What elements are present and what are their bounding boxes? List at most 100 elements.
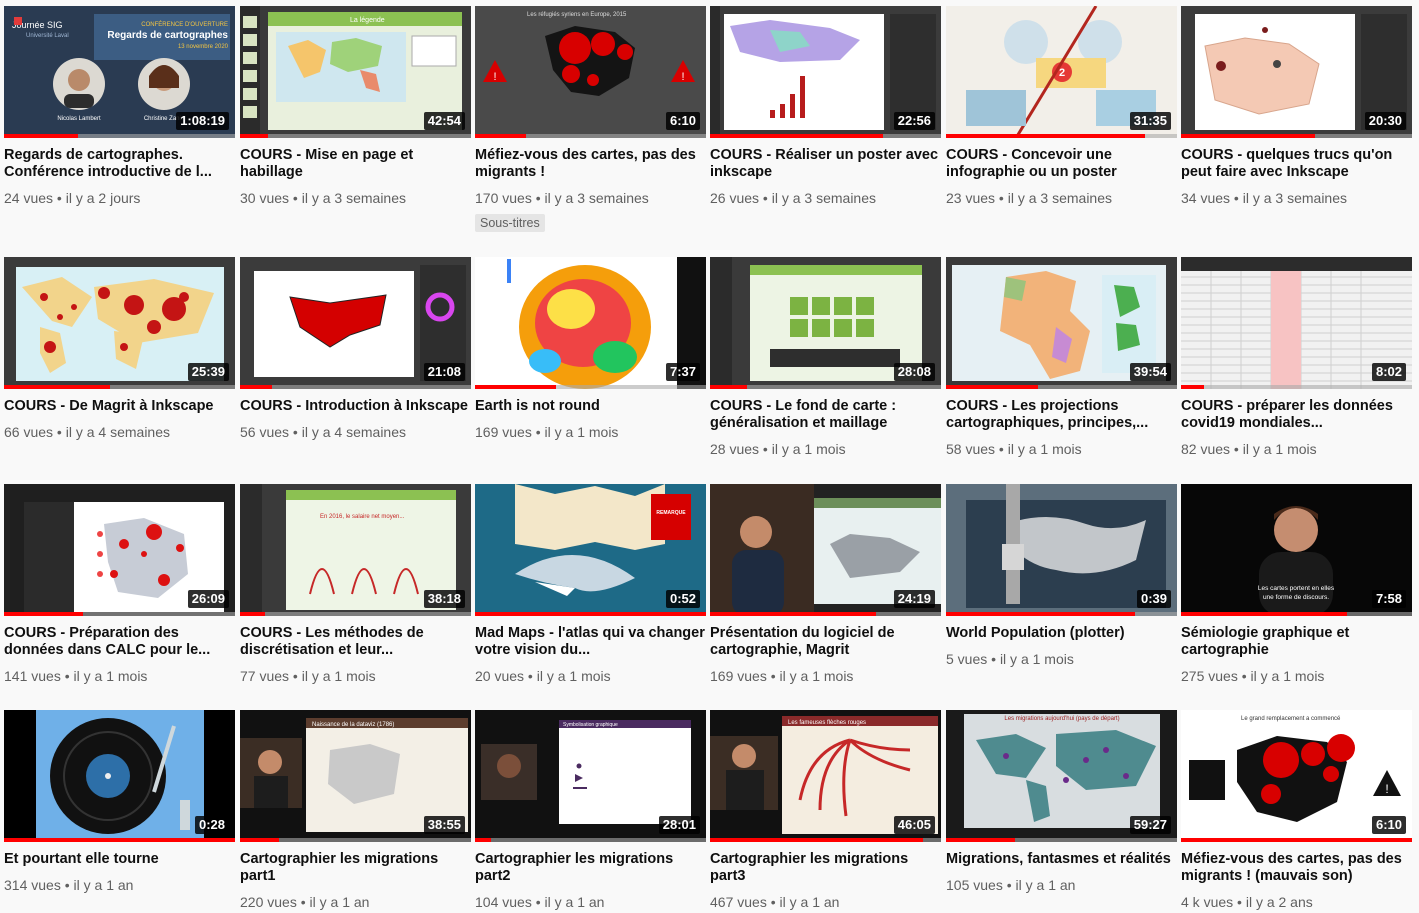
- video-title[interactable]: Cartographier les migrations part2: [475, 851, 674, 884]
- video-title[interactable]: COURS - De Magrit à Inkscape: [4, 398, 214, 414]
- video-title[interactable]: COURS - quelques trucs qu'on peut faire …: [1181, 147, 1393, 180]
- video-card[interactable]: 28:08 COURS - Le fond de carte : générali…: [710, 257, 941, 457]
- video-thumbnail[interactable]: Le grand remplacement a commencé ! 6:10: [1181, 710, 1412, 842]
- video-card[interactable]: Les migrations aujourd'hui (pays de dépa…: [946, 710, 1177, 893]
- video-thumbnail[interactable]: La légende 42:54: [240, 6, 471, 138]
- video-title[interactable]: COURS - Les méthodes de discrétisation e…: [240, 625, 424, 658]
- video-thumbnail[interactable]: 8:02: [1181, 257, 1412, 389]
- video-title[interactable]: Cartographier les migrations part3: [710, 851, 909, 884]
- svg-text:En 2016, le salaire net moyen.: En 2016, le salaire net moyen...: [320, 514, 405, 520]
- watch-progress-bar: [1181, 612, 1347, 616]
- video-title[interactable]: Méfiez-vous des cartes, pas des migrants…: [475, 147, 696, 180]
- duration-badge: 46:05: [893, 816, 935, 834]
- video-metadata: 104 vues • il y a 1 an: [475, 894, 706, 910]
- video-thumbnail[interactable]: 26:09: [4, 484, 235, 616]
- thumbnail-image: Les fameuses flèches rouges: [710, 710, 941, 842]
- video-title[interactable]: Regards de cartographes. Conférence intr…: [4, 147, 212, 180]
- video-thumbnail[interactable]: 21:08: [240, 257, 471, 389]
- svg-text:Les fameuses flèches rouges: Les fameuses flèches rouges: [788, 720, 866, 726]
- video-card[interactable]: 24:19 Présentation du logiciel de cartogr…: [710, 484, 941, 684]
- video-card[interactable]: Naissance de la dataviz (1786) 38:55 Cart…: [240, 710, 471, 910]
- video-card[interactable]: Le grand remplacement a commencé ! 6:10 M…: [1181, 710, 1412, 910]
- video-card[interactable]: La légende 42:54 COURS - Mise en page et …: [240, 6, 471, 206]
- video-title[interactable]: COURS - Le fond de carte : généralisatio…: [710, 398, 897, 431]
- thumbnail-image: Les réfugiés syriens en Europe, 2015 ! !: [475, 6, 706, 138]
- view-count: 4 k vues: [1181, 894, 1234, 910]
- video-card[interactable]: 7:37 Earth is not round 169 vues • il y a …: [475, 257, 706, 440]
- video-card[interactable]: REMARQUE 0:52 Mad Maps - l'atlas qui va ch…: [475, 484, 706, 684]
- video-card[interactable]: 20:30 COURS - quelques trucs qu'on peut f…: [1181, 6, 1412, 206]
- video-card[interactable]: 39:54 COURS - Les projections cartographi…: [946, 257, 1177, 457]
- video-thumbnail[interactable]: 22:56: [710, 6, 941, 138]
- video-thumbnail[interactable]: 0:39: [946, 484, 1177, 616]
- video-thumbnail[interactable]: En 2016, le salaire net moyen... 38:18: [240, 484, 471, 616]
- video-thumbnail[interactable]: 20:30: [1181, 6, 1412, 138]
- video-card[interactable]: Symbolisation graphique 28:01 Cartographi…: [475, 710, 706, 910]
- video-thumbnail[interactable]: Naissance de la dataviz (1786) 38:55: [240, 710, 471, 842]
- video-title[interactable]: COURS - Introduction à Inkscape: [240, 398, 468, 414]
- video-card[interactable]: Journée SIG Université Laval CONFÉRENCE …: [4, 6, 235, 206]
- video-title[interactable]: Cartographier les migrations part1: [240, 851, 439, 884]
- video-title[interactable]: Earth is not round: [475, 398, 600, 414]
- video-title[interactable]: COURS - Concevoir une infographie ou un …: [946, 147, 1117, 180]
- video-title[interactable]: World Population (plotter): [946, 625, 1125, 641]
- duration-badge: 0:28: [194, 816, 229, 834]
- video-title[interactable]: Migrations, fantasmes et réalités: [946, 851, 1171, 867]
- watch-progress-bar: [240, 385, 272, 389]
- video-thumbnail[interactable]: 39:54: [946, 257, 1177, 389]
- duration-badge: 28:08: [893, 363, 935, 381]
- video-card[interactable]: Les cartes portent en elles une forme de…: [1181, 484, 1412, 684]
- video-title[interactable]: COURS - Réaliser un poster avec inkscape: [710, 147, 939, 180]
- video-thumbnail[interactable]: Les migrations aujourd'hui (pays de dépa…: [946, 710, 1177, 842]
- duration-badge: 8:02: [1371, 363, 1406, 381]
- video-card[interactable]: Les réfugiés syriens en Europe, 2015 ! !…: [475, 6, 706, 232]
- video-thumbnail[interactable]: 25:39: [4, 257, 235, 389]
- meta-separator: •: [1230, 441, 1243, 457]
- watch-progress-bar: [710, 612, 876, 616]
- video-thumbnail[interactable]: REMARQUE 0:52: [475, 484, 706, 616]
- video-thumbnail[interactable]: Journée SIG Université Laval CONFÉRENCE …: [4, 6, 235, 138]
- svg-text:une forme de discours.: une forme de discours.: [1263, 594, 1329, 601]
- video-card[interactable]: 8:02 COURS - préparer les données covid19…: [1181, 257, 1412, 457]
- video-title[interactable]: Présentation du logiciel de cartographie…: [710, 625, 895, 658]
- video-title[interactable]: Sémiologie graphique et cartographie: [1181, 625, 1350, 658]
- svg-text:Les migrations aujourd'hui (pa: Les migrations aujourd'hui (pays de dépa…: [1004, 716, 1119, 722]
- video-thumbnail[interactable]: 7:37: [475, 257, 706, 389]
- watch-progress-bar: [710, 385, 747, 389]
- video-thumbnail[interactable]: Les cartes portent en elles une forme de…: [1181, 484, 1412, 616]
- video-thumbnail[interactable]: 2 31:35: [946, 6, 1177, 138]
- video-thumbnail[interactable]: Symbolisation graphique 28:01: [475, 710, 706, 842]
- view-count: 170 vues: [475, 190, 532, 206]
- video-card[interactable]: 26:09 COURS - Préparation des données dan…: [4, 484, 235, 684]
- video-card[interactable]: 2 31:35 COURS - Concevoir une infographie…: [946, 6, 1177, 206]
- video-card[interactable]: 25:39 COURS - De Magrit à Inkscape 66 vues…: [4, 257, 235, 440]
- upload-age: il y a 1 mois: [1007, 441, 1082, 457]
- video-title[interactable]: Mad Maps - l'atlas qui va changer votre …: [475, 625, 705, 658]
- video-metadata: 275 vues • il y a 1 mois: [1181, 668, 1412, 684]
- video-thumbnail[interactable]: Les fameuses flèches rouges 46:05: [710, 710, 941, 842]
- video-thumbnail[interactable]: Les réfugiés syriens en Europe, 2015 ! !…: [475, 6, 706, 138]
- video-card[interactable]: 0:39 World Population (plotter) 5 vues • i…: [946, 484, 1177, 667]
- video-card[interactable]: 0:28 Et pourtant elle tourne 314 vues • il…: [4, 710, 235, 893]
- video-title[interactable]: Méfiez-vous des cartes, pas des migrants…: [1181, 851, 1402, 884]
- video-metadata: 141 vues • il y a 1 mois: [4, 668, 235, 684]
- video-title[interactable]: COURS - Les projections cartographiques,…: [946, 398, 1149, 431]
- meta-separator: •: [1230, 190, 1243, 206]
- video-title[interactable]: COURS - préparer les données covid19 mon…: [1181, 398, 1393, 431]
- upload-age: il y a 3 semaines: [771, 190, 877, 206]
- thumbnail-image: Naissance de la dataviz (1786): [240, 710, 471, 842]
- video-card[interactable]: Les fameuses flèches rouges 46:05 Cartogr…: [710, 710, 941, 910]
- video-thumbnail[interactable]: 24:19: [710, 484, 941, 616]
- video-card[interactable]: 21:08 COURS - Introduction à Inkscape 56 v…: [240, 257, 471, 440]
- video-card[interactable]: En 2016, le salaire net moyen... 38:18 CO…: [240, 484, 471, 684]
- svg-text:Université Laval: Université Laval: [26, 33, 69, 39]
- thumbnail-image: [1181, 257, 1412, 389]
- watch-progress-bar: [946, 385, 1038, 389]
- video-title[interactable]: COURS - Mise en page et habillage: [240, 147, 414, 180]
- duration-badge: 1:08:19: [176, 112, 229, 130]
- video-thumbnail[interactable]: 28:08: [710, 257, 941, 389]
- video-title[interactable]: Et pourtant elle tourne: [4, 851, 159, 867]
- video-thumbnail[interactable]: 0:28: [4, 710, 235, 842]
- video-title[interactable]: COURS - Préparation des données dans CAL…: [4, 625, 211, 658]
- video-card[interactable]: 22:56 COURS - Réaliser un poster avec ink…: [710, 6, 941, 206]
